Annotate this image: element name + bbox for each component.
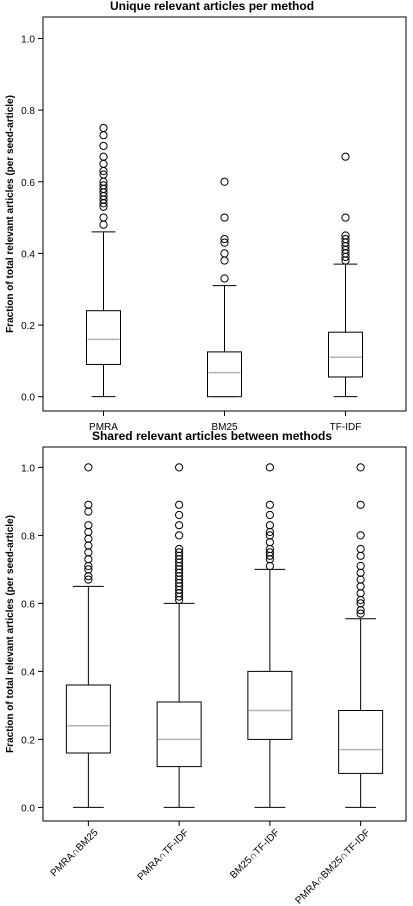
outlier-point: [220, 256, 229, 265]
outlier-point: [99, 123, 108, 133]
x-tick-label: PMRA∩BM25∩TF-IDF: [294, 827, 373, 906]
outlier-point: [356, 531, 365, 540]
y-tick-label: 0.8: [21, 106, 35, 117]
outlier-point: [356, 589, 365, 598]
outlier-point: [220, 177, 229, 186]
outlier-point: [99, 202, 108, 211]
outlier-point: [84, 561, 93, 571]
outlier-point: [84, 541, 93, 550]
outlier-point: [175, 500, 184, 509]
x-tick-label: TF-IDF: [330, 422, 362, 433]
outlier-point: [356, 595, 365, 605]
y-tick-label: 1.0: [21, 463, 35, 474]
y-tick-label: 0.2: [21, 735, 35, 746]
plot-frame: [42, 446, 407, 822]
outlier-point: [99, 159, 108, 168]
outlier-point: [265, 500, 274, 509]
outlier-point: [99, 199, 108, 208]
box: [328, 331, 363, 378]
outlier-point: [84, 507, 93, 516]
outlier-point: [356, 609, 365, 618]
y-tick-label: 0.6: [21, 599, 35, 610]
x-tick-label: BM25: [211, 422, 238, 433]
x-tick-label: PMRA∩BM25: [49, 827, 101, 879]
outlier-point: [175, 595, 184, 605]
outlier-point: [99, 213, 108, 222]
outlier-point: [84, 527, 93, 537]
outlier-point: [356, 500, 365, 509]
outlier-point: [356, 463, 365, 472]
panel-title: Shared relevant articles between methods: [92, 429, 332, 443]
outlier-point: [175, 592, 184, 601]
box: [65, 684, 111, 754]
y-tick-label: 1.0: [21, 34, 35, 45]
outlier-point: [99, 152, 108, 161]
outlier-point: [99, 166, 108, 176]
outlier-point: [84, 534, 93, 543]
outlier-point: [356, 582, 365, 591]
outlier-point: [220, 274, 229, 283]
y-tick-label: 0.0: [21, 393, 35, 404]
outlier-point: [99, 220, 108, 229]
outlier-point: [265, 463, 274, 472]
y-tick-label: 0.4: [21, 249, 35, 260]
outlier-point: [341, 252, 350, 262]
outlier-point: [265, 527, 274, 537]
outlier-point: [341, 256, 350, 265]
outlier-point: [265, 538, 274, 547]
outlier-point: [84, 548, 93, 557]
outlier-point: [84, 463, 93, 472]
outlier-point: [175, 510, 184, 520]
y-tick-label: 0.0: [21, 803, 35, 814]
y-tick-label: 0.2: [21, 321, 35, 332]
x-tick-label: PMRA∩TF-IDF: [136, 827, 192, 883]
outlier-point: [99, 131, 108, 140]
y-tick-label: 0.4: [21, 667, 35, 678]
x-tick-label: PMRA: [89, 422, 118, 433]
outlier-point: [175, 521, 184, 530]
outlier-point: [356, 561, 365, 571]
outlier-point: [356, 568, 365, 577]
box: [247, 670, 293, 740]
outlier-point: [220, 238, 229, 247]
unique-articles-panel: Unique relevant articles per method Frac…: [5, 0, 407, 433]
outlier-point: [175, 463, 184, 472]
box: [338, 710, 384, 774]
outlier-point: [356, 544, 365, 554]
shared-articles-panel: Shared relevant articles between methods…: [5, 429, 407, 906]
outlier-point: [356, 575, 365, 584]
outlier-point: [220, 249, 229, 258]
outlier-point: [341, 213, 350, 222]
outlier-point: [265, 551, 274, 560]
outlier-point: [265, 510, 274, 520]
y-axis-label: Fraction of total relevant articles (per…: [5, 515, 16, 753]
x-tick-label: BM25∩TF-IDF: [228, 827, 282, 881]
y-tick-label: 0.8: [21, 531, 35, 542]
outlier-point: [84, 555, 93, 564]
outlier-point: [220, 213, 229, 222]
y-axis-label: Fraction of total relevant articles (per…: [5, 95, 16, 333]
outlier-point: [84, 500, 93, 509]
outlier-point: [356, 551, 365, 560]
box: [156, 701, 202, 768]
outlier-point: [265, 521, 274, 530]
outlier-point: [84, 575, 93, 584]
outlier-point: [99, 141, 108, 151]
outlier-point: [265, 561, 274, 571]
panel-title: Unique relevant articles per method: [110, 0, 314, 13]
box: [86, 310, 121, 365]
outlier-point: [175, 531, 184, 540]
outlier-point: [220, 234, 229, 244]
outlier-point: [341, 152, 350, 161]
outlier-point: [356, 606, 365, 615]
box: [207, 351, 242, 398]
outlier-point: [84, 521, 93, 530]
outlier-point: [84, 572, 93, 581]
y-tick-label: 0.6: [21, 178, 35, 189]
